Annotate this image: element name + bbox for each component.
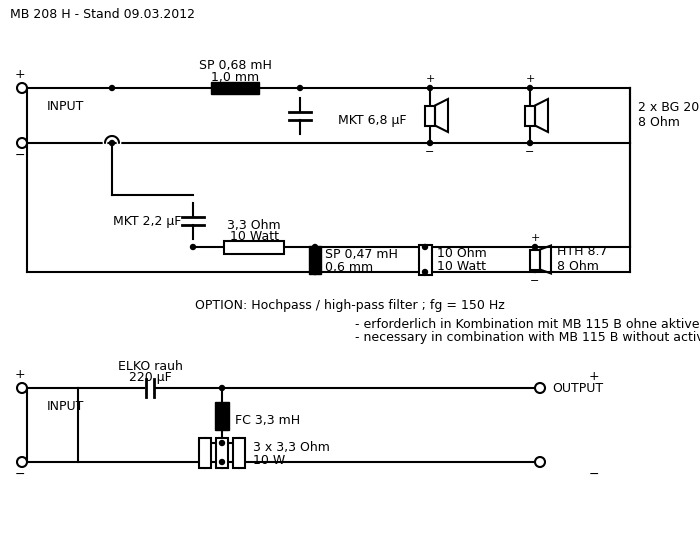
Text: MKT 2,2 μF: MKT 2,2 μF (113, 214, 181, 228)
Text: −: − (531, 276, 540, 286)
Circle shape (423, 270, 428, 275)
Circle shape (528, 85, 533, 90)
Circle shape (428, 85, 433, 90)
Text: 220 μF: 220 μF (129, 371, 172, 383)
Circle shape (428, 141, 433, 146)
Text: HTH 8.7: HTH 8.7 (557, 245, 608, 258)
Text: +: + (15, 368, 25, 382)
Circle shape (109, 141, 115, 146)
Text: 8 Ohm: 8 Ohm (638, 116, 680, 129)
Text: SP 0,47 mH: SP 0,47 mH (325, 248, 398, 261)
Text: 2 x BG 20: 2 x BG 20 (638, 101, 699, 114)
Circle shape (535, 457, 545, 467)
Bar (425, 105, 435, 126)
Text: INPUT: INPUT (47, 400, 85, 412)
Circle shape (220, 440, 225, 445)
Bar (215, 402, 229, 430)
Text: - erforderlich in Kombination mit MB 115 B ohne aktive Weiche: - erforderlich in Kombination mit MB 115… (355, 319, 700, 331)
Text: 3,3 Ohm: 3,3 Ohm (228, 219, 281, 232)
Text: OPTION: Hochpass / high-pass filter ; fg = 150 Hz: OPTION: Hochpass / high-pass filter ; fg… (195, 299, 505, 311)
Circle shape (312, 270, 318, 275)
Circle shape (220, 459, 225, 464)
Text: 1,0 mm: 1,0 mm (211, 70, 259, 84)
Text: −: − (525, 147, 535, 157)
Circle shape (17, 83, 27, 93)
Text: −: − (15, 468, 25, 480)
Text: ELKO rauh: ELKO rauh (118, 359, 183, 373)
Bar (419, 244, 431, 275)
Bar (309, 246, 321, 273)
Circle shape (528, 141, 533, 146)
Text: 10 Watt: 10 Watt (437, 260, 486, 273)
Text: - necessary in combination with MB 115 B without active crossover: - necessary in combination with MB 115 B… (355, 331, 700, 344)
Circle shape (423, 244, 428, 249)
Text: +: + (525, 74, 535, 84)
Circle shape (109, 85, 115, 90)
Text: 8 Ohm: 8 Ohm (557, 260, 599, 273)
Text: 3 x 3,3 Ohm: 3 x 3,3 Ohm (253, 441, 330, 454)
Text: OUTPUT: OUTPUT (552, 382, 603, 395)
Circle shape (533, 244, 538, 249)
Text: 10 W: 10 W (253, 454, 286, 467)
Circle shape (298, 85, 302, 90)
Text: SP 0,68 mH: SP 0,68 mH (199, 60, 272, 73)
Text: INPUT: INPUT (47, 99, 85, 113)
Text: 0,6 mm: 0,6 mm (325, 261, 373, 274)
Text: +: + (589, 369, 599, 382)
Bar (216, 437, 228, 468)
Text: −: − (15, 148, 25, 161)
Text: MB 208 H - Stand 09.03.2012: MB 208 H - Stand 09.03.2012 (10, 7, 195, 21)
Circle shape (312, 244, 318, 249)
Circle shape (190, 244, 195, 249)
Circle shape (17, 138, 27, 148)
Bar (233, 437, 245, 468)
Text: −: − (589, 468, 599, 480)
Bar (224, 240, 284, 253)
Bar (211, 82, 259, 94)
Text: 10 Ohm: 10 Ohm (437, 247, 486, 260)
Circle shape (17, 457, 27, 467)
Text: +: + (15, 69, 25, 81)
Text: 10 Watt: 10 Watt (230, 229, 279, 243)
Bar (530, 249, 540, 270)
Bar (199, 437, 211, 468)
Circle shape (17, 383, 27, 393)
Circle shape (535, 383, 545, 393)
Text: MKT 6,8 μF: MKT 6,8 μF (338, 114, 407, 127)
Text: +: + (426, 74, 435, 84)
Bar (525, 105, 535, 126)
Circle shape (220, 386, 225, 391)
Text: −: − (426, 147, 435, 157)
Text: +: + (531, 233, 540, 243)
Text: FC 3,3 mH: FC 3,3 mH (235, 414, 300, 427)
